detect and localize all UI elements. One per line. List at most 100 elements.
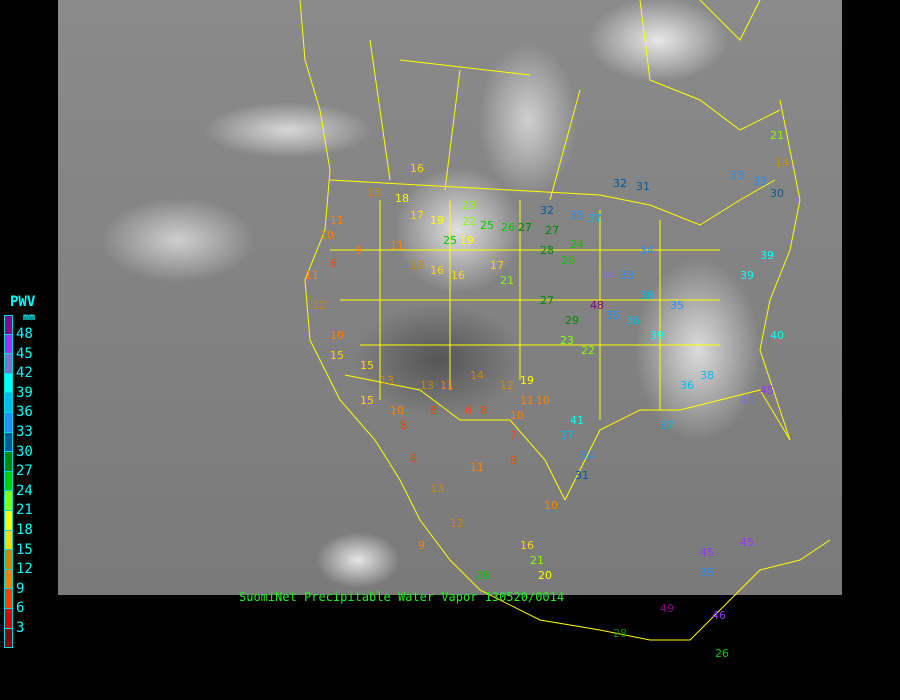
station-pwv-value: 14 (775, 156, 789, 169)
station-pwv-value: 39 (650, 329, 664, 342)
station-pwv-value: 13 (380, 374, 394, 387)
station-pwv-value: 18 (395, 192, 409, 205)
station-pwv-value: 27 (540, 294, 554, 307)
station-pwv-value: 12 (312, 299, 326, 312)
station-pwv-value: 19 (460, 234, 474, 247)
station-pwv-value: 11 (390, 239, 404, 252)
us-states (330, 200, 720, 420)
legend-title: PWV (10, 294, 36, 310)
us-mexico-border (344, 374, 566, 501)
station-pwv-value: 15 (360, 359, 374, 372)
station-pwv-value: 13 (420, 379, 434, 392)
station-pwv-value: 26 (561, 254, 575, 267)
station-pwv-value: 10 (330, 329, 344, 342)
legend-swatch (4, 393, 13, 413)
station-pwv-value: 28 (540, 244, 554, 257)
station-pwv-value: 26 (501, 221, 515, 234)
legend-swatch (4, 452, 13, 472)
gulf-coast-line (564, 99, 801, 501)
station-pwv-value: 11 (305, 269, 319, 282)
station-pwv-value: 21 (530, 554, 544, 567)
station-pwv-value: 34 (580, 449, 594, 462)
station-pwv-value: 28 (613, 627, 627, 640)
station-pwv-value: 23 (462, 199, 476, 212)
station-pwv-value: 12 (450, 517, 464, 530)
station-pwv-value: 31 (636, 180, 650, 193)
legend-swatch (4, 628, 13, 649)
station-pwv-value: 26 (715, 647, 729, 660)
station-pwv-value: 15 (360, 394, 374, 407)
station-pwv-value: 11 (520, 394, 534, 407)
station-pwv-value: 6 (465, 404, 472, 417)
legend-swatch (4, 471, 13, 492)
station-pwv-value: 39 (760, 249, 774, 262)
station-pwv-value: 31 (575, 469, 589, 482)
station-pwv-value: 10 (536, 394, 550, 407)
station-pwv-value: 17 (490, 259, 504, 272)
legend-swatch (4, 354, 13, 374)
station-pwv-value: 27 (518, 221, 532, 234)
station-pwv-value: 11 (330, 214, 344, 227)
station-pwv-value: 21 (500, 274, 514, 287)
station-pwv-value: 45 (760, 384, 774, 397)
station-pwv-value: 23 (560, 334, 574, 347)
station-pwv-value: 36 (626, 314, 640, 327)
station-pwv-value: 33 (730, 169, 744, 182)
station-pwv-value: 30 (770, 187, 784, 200)
legend-label: 42 (16, 365, 33, 382)
station-pwv-value: 45 (700, 546, 714, 559)
station-pwv-value: 38 (700, 369, 714, 382)
canadian-coast (639, 0, 781, 131)
station-pwv-value: 38 (640, 289, 654, 302)
legend-swatch (4, 550, 13, 570)
station-pwv-value: 19 (430, 214, 444, 227)
station-pwv-value: 34 (640, 244, 654, 257)
legend-label: 45 (16, 345, 33, 362)
legend-swatch (4, 315, 13, 335)
station-pwv-value: 27 (545, 224, 559, 237)
station-pwv-value: 26 (476, 569, 490, 582)
station-pwv-value: 10 (510, 409, 524, 422)
station-pwv-value: 8 (480, 404, 487, 417)
station-pwv-value: 11 (470, 461, 484, 474)
station-pwv-value: 35 (670, 299, 684, 312)
station-pwv-value: 33 (620, 269, 634, 282)
station-pwv-value: 13 (367, 186, 381, 199)
station-pwv-value: 11 (440, 379, 454, 392)
station-pwv-value: 6 (410, 452, 417, 465)
legend-label: 15 (16, 541, 33, 558)
legend-swatch (4, 412, 13, 433)
legend-label: 3 (16, 620, 25, 636)
legend-label: 30 (16, 443, 33, 460)
station-pwv-value: 10 (544, 499, 558, 512)
station-pwv-value: 16 (430, 264, 444, 277)
station-pwv-value: 16 (520, 539, 534, 552)
station-pwv-value: 16 (410, 162, 424, 175)
station-pwv-value: 6 (330, 257, 337, 270)
pwv-color-scale (4, 315, 13, 649)
legend-label: 12 (16, 561, 33, 578)
legend-swatch (4, 589, 13, 609)
station-pwv-value: 44 (600, 269, 614, 282)
station-pwv-value: 35 (700, 566, 714, 579)
legend-label: 18 (16, 522, 33, 538)
canada-provinces (369, 39, 581, 201)
legend-swatch (4, 432, 13, 453)
legend-label: 48 (16, 326, 33, 342)
legend-label: 36 (16, 404, 33, 421)
legend-swatch (4, 491, 13, 511)
station-pwv-value: 20 (538, 569, 552, 582)
station-pwv-value: 37 (560, 429, 574, 442)
legend-swatch (4, 608, 13, 629)
station-pwv-value: 10 (320, 229, 334, 242)
legend-label: 6 (16, 600, 25, 617)
station-pwv-value: 37 (660, 419, 674, 432)
station-pwv-value: 39 (740, 269, 754, 282)
station-pwv-value: 45 (740, 536, 754, 549)
station-pwv-value: 35 (570, 209, 584, 222)
station-pwv-value: 37 (588, 212, 602, 225)
station-pwv-value: 19 (520, 374, 534, 387)
station-pwv-value: 21 (770, 129, 784, 142)
legend-label: 9 (16, 580, 25, 597)
station-pwv-value: 12 (500, 379, 514, 392)
